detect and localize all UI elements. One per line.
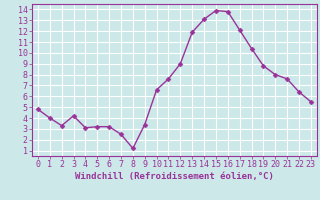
- X-axis label: Windchill (Refroidissement éolien,°C): Windchill (Refroidissement éolien,°C): [75, 172, 274, 181]
